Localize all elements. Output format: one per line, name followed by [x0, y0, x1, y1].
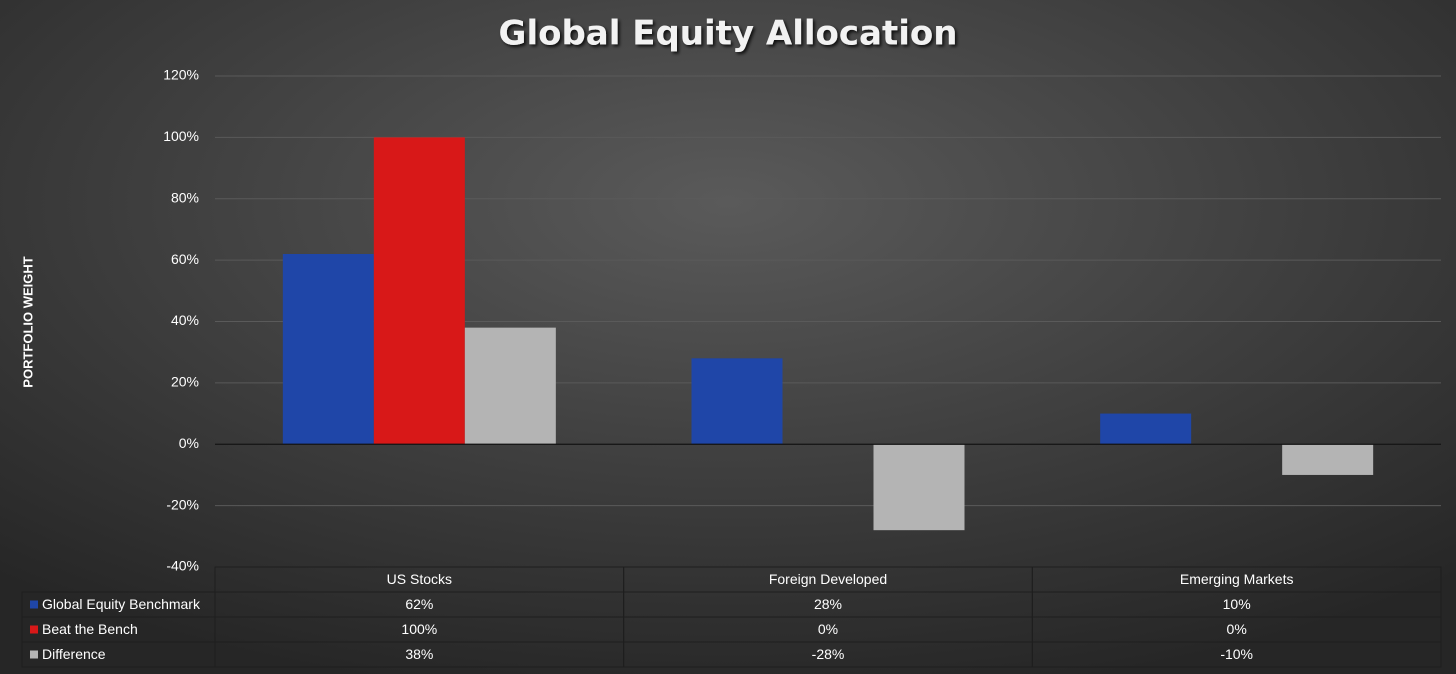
bar — [691, 358, 783, 445]
table-value: 38% — [405, 646, 433, 662]
table-value: -28% — [812, 646, 845, 662]
y-tick-label: 120% — [163, 67, 199, 83]
y-tick-label: -40% — [166, 558, 199, 574]
table-value: 100% — [401, 621, 437, 637]
y-tick-label: 20% — [171, 374, 199, 390]
y-tick-label: 100% — [163, 128, 199, 144]
bar — [373, 137, 465, 445]
x-tick-label: Foreign Developed — [769, 571, 887, 587]
table-value: 0% — [818, 621, 838, 637]
y-tick-label: 80% — [171, 189, 199, 205]
legend-swatch — [30, 650, 38, 659]
table-value: 10% — [1223, 596, 1251, 612]
y-tick-label: 0% — [179, 435, 199, 451]
table-cell — [1031, 641, 1442, 668]
table-value: 62% — [405, 596, 433, 612]
bar — [873, 444, 965, 531]
bar — [1282, 444, 1374, 475]
legend-swatch — [30, 625, 38, 634]
table-value: 0% — [1227, 621, 1247, 637]
x-tick-label: US Stocks — [387, 571, 452, 587]
legend-swatch — [30, 600, 38, 609]
bar — [282, 253, 374, 445]
y-axis-label: PORTFOLIO WEIGHT — [20, 256, 35, 387]
y-tick-label: 60% — [171, 251, 199, 267]
table-value: 28% — [814, 596, 842, 612]
legend-label: Global Equity Benchmark — [42, 596, 201, 612]
bar — [464, 327, 556, 445]
y-tick-label: 40% — [171, 312, 199, 328]
chart-title: Global Equity Allocation — [499, 14, 958, 54]
x-tick-label: Emerging Markets — [1180, 571, 1294, 587]
legend-label: Difference — [42, 646, 106, 662]
legend-label: Beat the Bench — [42, 621, 138, 637]
bar — [1100, 413, 1192, 445]
y-tick-label: -20% — [166, 496, 199, 512]
table-value: -10% — [1220, 646, 1253, 662]
